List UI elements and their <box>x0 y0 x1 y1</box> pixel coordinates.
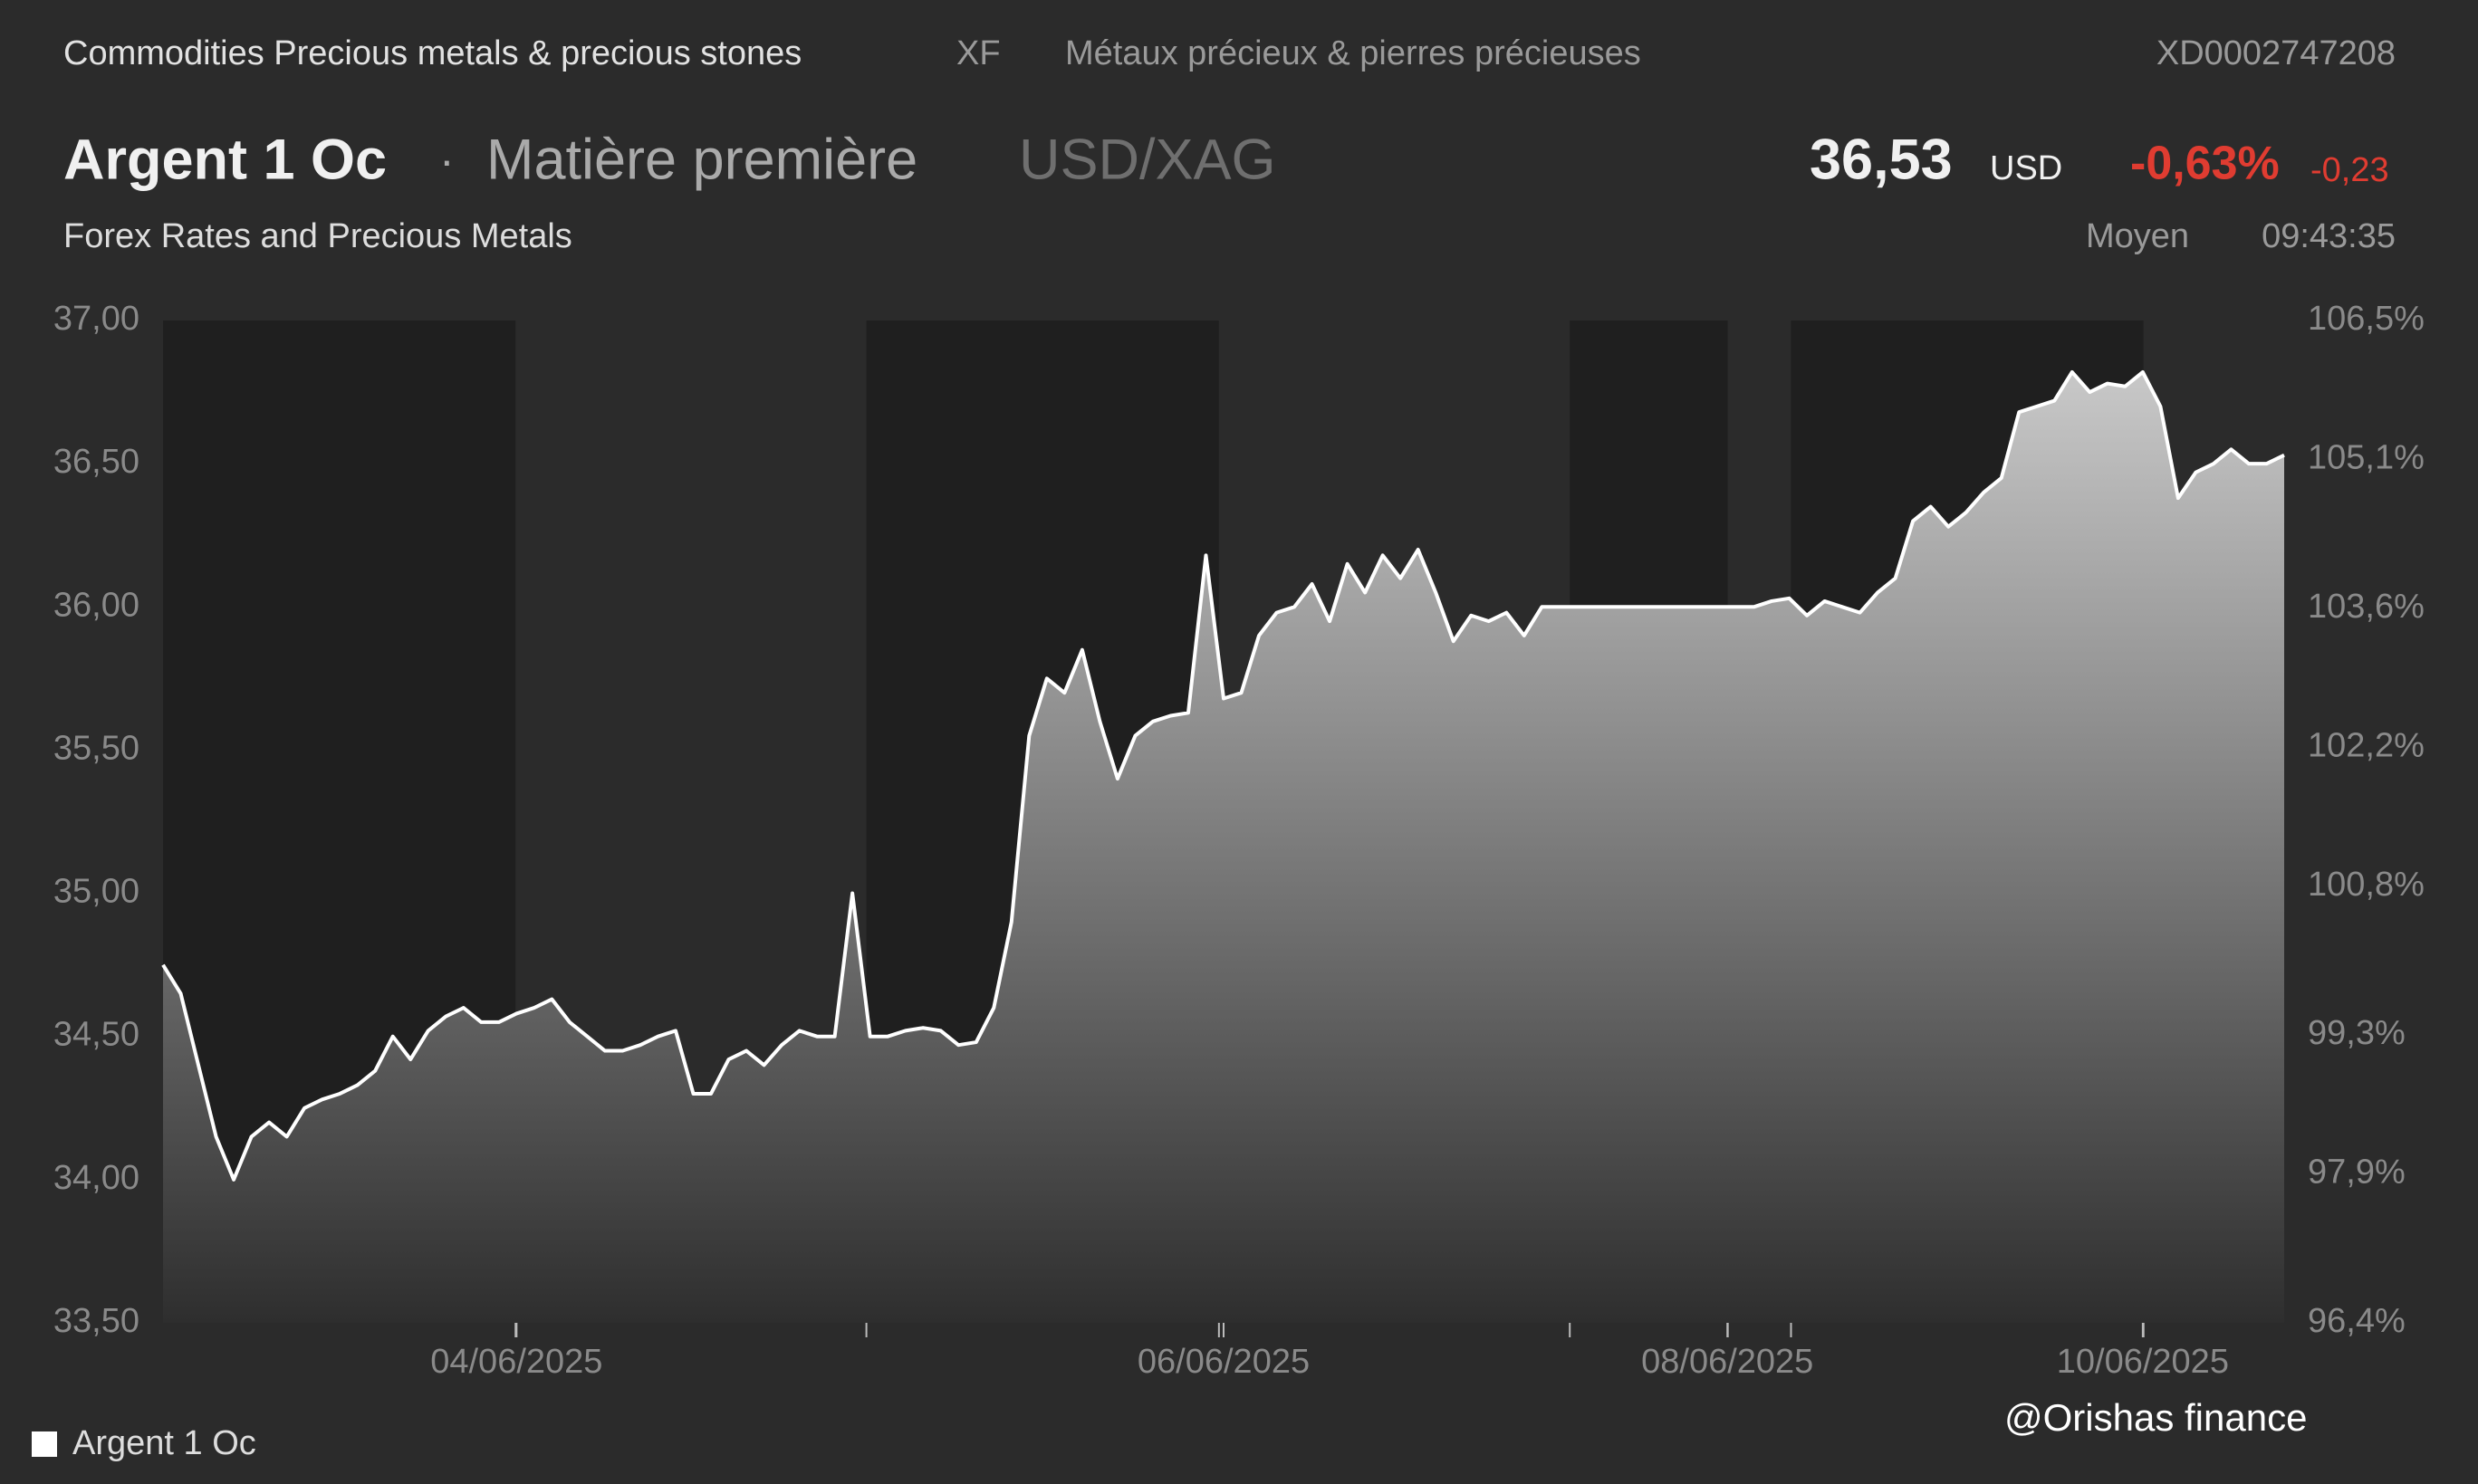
y2-tick-label: 96,4% <box>2308 1302 2406 1340</box>
separator: · <box>439 135 455 186</box>
y2-tick-label: 102,2% <box>2308 726 2425 764</box>
y2-tick-label: 106,5% <box>2308 300 2425 338</box>
isin: XD0002747208 <box>2156 34 2396 72</box>
pair: USD/XAG <box>1019 129 1276 192</box>
x-tick-label: 08/06/2025 <box>1641 1343 1813 1381</box>
y-tick-label: 34,00 <box>53 1159 139 1197</box>
y2-tick-label: 100,8% <box>2308 866 2425 904</box>
change: -0,23 <box>2310 151 2389 189</box>
y-tick-label: 34,50 <box>53 1016 139 1054</box>
y2-tick-label: 103,6% <box>2308 588 2425 626</box>
y-tick-label: 35,00 <box>53 873 139 911</box>
category: Commodities Precious metals & precious s… <box>63 34 802 72</box>
y2-tick-label: 105,1% <box>2308 438 2425 476</box>
time: 09:43:35 <box>2262 217 2396 255</box>
exchange: XF <box>956 34 1001 72</box>
instrument-kind: Matière première <box>486 129 917 192</box>
series-area <box>163 371 2284 1324</box>
legend-swatch <box>32 1431 57 1457</box>
instrument-name: Argent 1 Oc <box>63 129 387 192</box>
x-tick-label: 04/06/2025 <box>430 1343 602 1381</box>
category-fr: Métaux précieux & pierres précieuses <box>1065 34 1641 72</box>
currency: USD <box>1990 149 2062 187</box>
y-tick-label: 37,00 <box>53 300 139 338</box>
y2-tick-label: 97,9% <box>2308 1154 2406 1192</box>
y-tick-label: 36,50 <box>53 443 139 481</box>
y-tick-label: 33,50 <box>53 1302 139 1340</box>
price: 36,53 <box>1810 129 1953 192</box>
x-tick-label: 10/06/2025 <box>2057 1343 2229 1381</box>
legend-label: Argent 1 Oc <box>72 1424 256 1462</box>
source: Forex Rates and Precious Metals <box>63 217 572 255</box>
change-pct: -0,63% <box>2130 138 2280 190</box>
watermark: @Orishas finance <box>2004 1396 2307 1439</box>
series-line <box>161 369 2285 1182</box>
y-tick-label: 35,50 <box>53 729 139 767</box>
y-tick-label: 36,00 <box>53 586 139 624</box>
x-tick-label: 06/06/2025 <box>1138 1343 1310 1381</box>
price-type: Moyen <box>2086 217 2189 255</box>
y2-tick-label: 99,3% <box>2308 1014 2406 1052</box>
